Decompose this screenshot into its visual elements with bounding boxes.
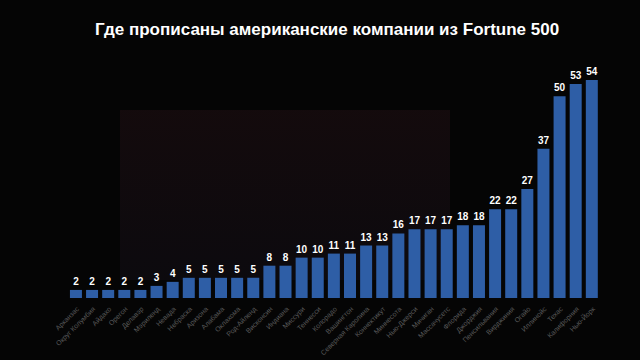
svg-text:17: 17	[441, 215, 453, 226]
svg-text:22: 22	[490, 195, 502, 206]
svg-text:8: 8	[283, 252, 289, 263]
svg-text:5: 5	[234, 264, 240, 275]
svg-text:Округ Колумбия: Округ Колумбия	[55, 305, 98, 348]
svg-text:11: 11	[329, 240, 340, 251]
svg-text:Пенсильвания: Пенсильвания	[461, 305, 500, 344]
svg-text:Северная Каролина: Северная Каролина	[319, 305, 371, 357]
svg-text:22: 22	[506, 195, 518, 206]
svg-text:Миссури: Миссури	[281, 305, 306, 330]
svg-text:Орегон: Орегон	[107, 305, 129, 327]
svg-text:Нью-Джерси: Нью-Джерси	[385, 305, 419, 340]
svg-text:17: 17	[409, 215, 421, 226]
svg-text:3: 3	[154, 272, 160, 283]
svg-text:Делавэр: Делавэр	[120, 305, 145, 330]
svg-text:17: 17	[425, 215, 437, 226]
svg-text:Индиана: Индиана	[264, 305, 290, 331]
svg-text:Флорида: Флорида	[441, 305, 468, 331]
svg-text:8: 8	[267, 252, 273, 263]
svg-text:50: 50	[554, 82, 566, 93]
svg-text:Оклахома: Оклахома	[213, 305, 242, 334]
svg-text:Огайо: Огайо	[512, 305, 532, 324]
svg-text:2: 2	[138, 276, 144, 287]
svg-text:Теннесси: Теннесси	[295, 305, 323, 332]
svg-text:Вирджиния: Вирджиния	[485, 305, 517, 337]
svg-text:Род-Айленд: Род-Айленд	[225, 305, 258, 338]
svg-text:18: 18	[473, 211, 485, 222]
svg-text:27: 27	[522, 175, 534, 186]
svg-text:2: 2	[73, 276, 79, 287]
svg-text:Джорджия: Джорджия	[454, 305, 484, 334]
svg-text:2: 2	[105, 276, 111, 287]
svg-text:2: 2	[122, 276, 128, 287]
svg-text:Коннектикут: Коннектикут	[353, 305, 387, 339]
svg-text:13: 13	[377, 232, 389, 243]
svg-text:5: 5	[202, 264, 208, 275]
svg-text:10: 10	[312, 244, 324, 255]
svg-text:Колорадо: Колорадо	[310, 305, 339, 333]
svg-text:Мэриленд: Мэриленд	[132, 305, 161, 334]
svg-text:Калифорния: Калифорния	[546, 305, 580, 340]
svg-text:5: 5	[218, 264, 224, 275]
html-text:Где прописаны американские ком: Где прописаны американские компании из F…	[95, 20, 560, 39]
svg-text:5: 5	[186, 264, 192, 275]
svg-text:Аризона: Аризона	[185, 305, 210, 330]
svg-text:Айдахо: Айдахо	[90, 305, 113, 328]
svg-text:Техас: Техас	[545, 305, 564, 324]
svg-text:Вашингтон: Вашингтон	[324, 305, 355, 336]
svg-text:Арканзас: Арканзас	[54, 305, 81, 332]
svg-text:11: 11	[345, 240, 356, 251]
svg-text:18: 18	[457, 211, 469, 222]
svg-text:Массачусетс: Массачусетс	[416, 305, 452, 340]
svg-text:Невада: Невада	[154, 305, 177, 328]
svg-text:Мичиган: Мичиган	[410, 305, 435, 330]
svg-text:16: 16	[393, 219, 405, 230]
svg-text:37: 37	[538, 135, 550, 146]
svg-text:2: 2	[89, 276, 95, 287]
svg-text:Миннесота: Миннесота	[372, 305, 403, 336]
svg-text:13: 13	[361, 232, 373, 243]
svg-text:10: 10	[296, 244, 308, 255]
svg-text:Небраска: Небраска	[166, 305, 194, 333]
svg-text:Висконсин: Висконсин	[244, 305, 274, 335]
svg-text:5: 5	[250, 264, 256, 275]
svg-text:53: 53	[570, 70, 582, 81]
svg-text:Иллинойс: Иллинойс	[520, 305, 548, 333]
svg-text:Алабама: Алабама	[199, 305, 226, 331]
svg-text:4: 4	[170, 268, 176, 279]
svg-text:54: 54	[586, 66, 598, 77]
svg-text:Нью-Йорк: Нью-Йорк	[568, 304, 598, 334]
